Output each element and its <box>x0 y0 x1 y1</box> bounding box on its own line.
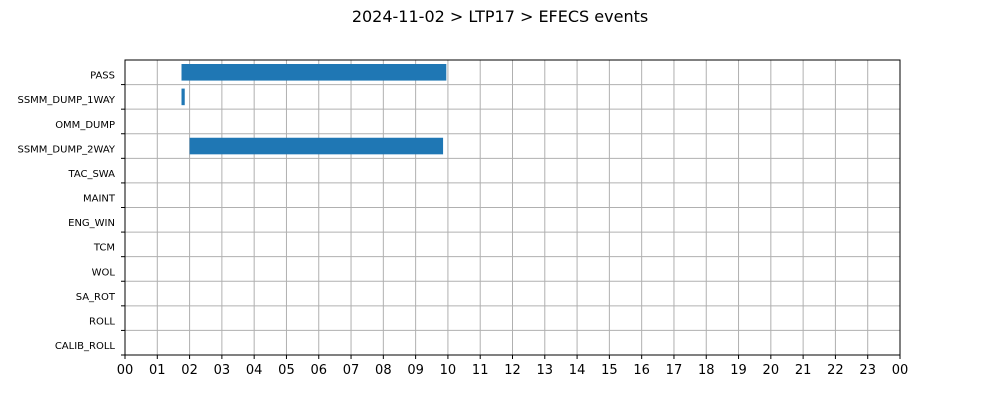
y-tick-label: OMM_DUMP <box>55 120 115 131</box>
x-tick-label: 09 <box>407 363 424 378</box>
x-tick-label: 23 <box>859 363 876 378</box>
chart-title: 2024-11-02 > LTP17 > EFECS events <box>352 7 648 26</box>
x-tick-label: 08 <box>375 363 392 378</box>
grid <box>125 60 900 355</box>
event-bar-ssmm-dump-2way <box>189 137 444 155</box>
x-tick-label: 19 <box>730 363 747 378</box>
y-axis: PASS SSMM_DUMP_1WAY OMM_DUMP SSMM_DUMP_2WAY… <box>17 71 125 356</box>
y-tick-label: SSMM_DUMP_2WAY <box>17 144 115 155</box>
x-tick-label: 14 <box>569 363 586 378</box>
x-tick-label: 10 <box>440 363 457 378</box>
y-tick-label: ENG_WIN <box>68 218 115 229</box>
x-axis: 00 01 02 03 04 05 06 07 08 09 10 11 12 13 14 15 16 17 18 19… <box>117 355 909 378</box>
x-tick-label: 22 <box>827 363 844 378</box>
y-tick-label: TAC_SWA <box>67 169 115 180</box>
x-tick-label: 12 <box>504 363 521 378</box>
y-tick-label: TCM <box>93 243 115 254</box>
x-tick-label: 04 <box>246 363 263 378</box>
y-tick-label: ROLL <box>89 316 115 327</box>
y-tick-label: WOL <box>92 267 116 278</box>
x-tick-label: 07 <box>343 363 360 378</box>
x-tick-label: 00 <box>117 363 134 378</box>
y-tick-label: SSMM_DUMP_1WAY <box>17 95 115 106</box>
y-tick-label: PASS <box>90 71 115 82</box>
x-tick-label: 16 <box>633 363 650 378</box>
x-tick-label: 13 <box>537 363 554 378</box>
x-tick-label: 17 <box>666 363 683 378</box>
y-tick-label: SA_ROT <box>76 292 116 303</box>
x-tick-label: 18 <box>698 363 715 378</box>
x-tick-label: 00 <box>892 363 909 378</box>
x-tick-label: 05 <box>278 363 295 378</box>
x-tick-label: 02 <box>181 363 198 378</box>
y-tick-label: CALIB_ROLL <box>55 341 116 352</box>
event-bar-ssmm-dump-1way <box>181 88 185 106</box>
x-tick-label: 21 <box>795 363 812 378</box>
x-tick-label: 06 <box>310 363 327 378</box>
x-tick-label: 01 <box>149 363 166 378</box>
x-tick-label: 11 <box>472 363 489 378</box>
bars <box>181 64 447 155</box>
x-tick-label: 15 <box>601 363 618 378</box>
y-tick-label: MAINT <box>83 194 116 205</box>
event-bar-pass <box>181 64 447 81</box>
x-tick-label: 20 <box>763 363 780 378</box>
x-tick-label: 03 <box>214 363 231 378</box>
